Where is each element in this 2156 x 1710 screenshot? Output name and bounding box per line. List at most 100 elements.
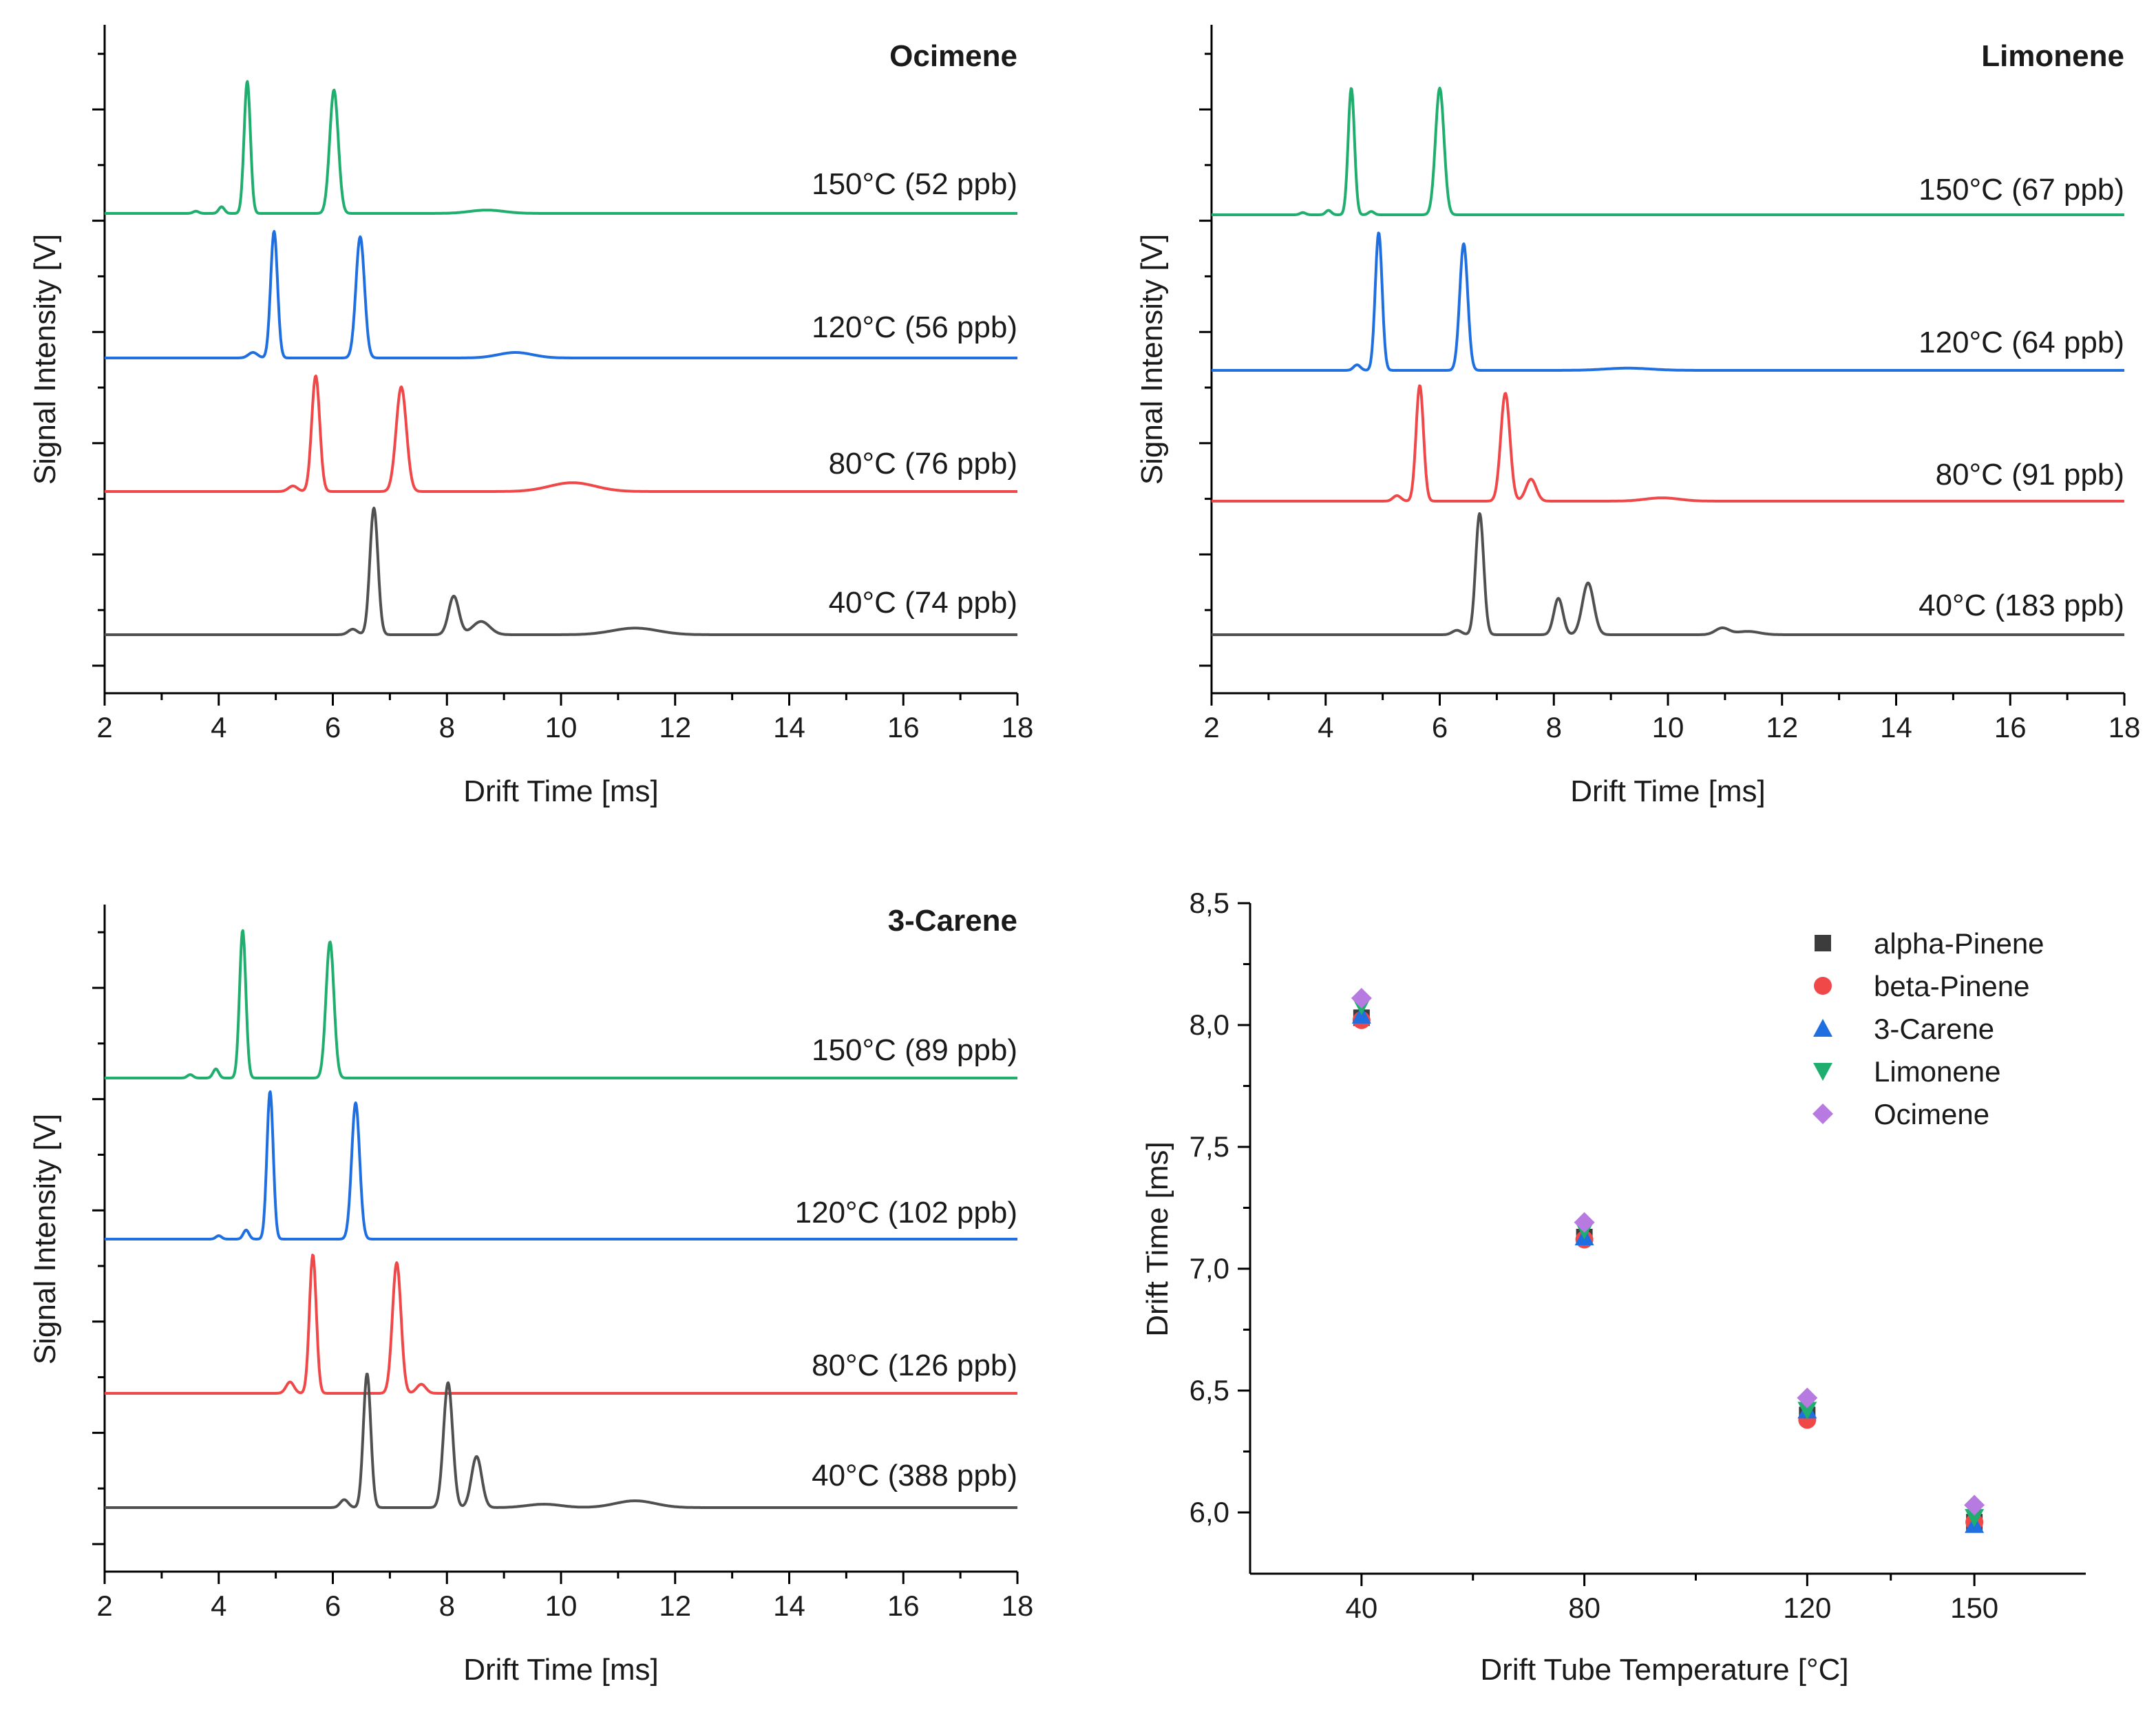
carene-trace-label-150: 150°C (89 ppb): [812, 1033, 1017, 1067]
scatter-x-axis-title: Drift Tube Temperature [°C]: [1480, 1653, 1848, 1687]
ocimene-x-tick-label: 10: [545, 711, 578, 743]
ocimene-trace-label-80: 80°C (76 ppb): [829, 447, 1017, 481]
limonene-x-tick-label: 12: [1766, 711, 1798, 743]
legend-marker-square: [1815, 935, 1831, 951]
ocimene-trace-label-150: 150°C (52 ppb): [812, 167, 1017, 201]
limonene-y-axis-title: Signal Intensity [V]: [1135, 234, 1169, 485]
legend-marker-circle: [1814, 977, 1832, 995]
scatter-y-tick-label: 6,0: [1190, 1496, 1229, 1528]
carene-x-tick-label: 10: [545, 1590, 578, 1622]
carene-x-axis-title: Drift Time [ms]: [463, 1653, 659, 1687]
scatter-x-tick-label: 80: [1568, 1592, 1600, 1624]
ocimene-x-ticks: 2 4 6 8 10 12 14 16 18: [96, 693, 1033, 743]
legend-label: beta-Pinene: [1874, 970, 2030, 1002]
scatter-point-diamond: [1351, 988, 1372, 1009]
ocimene-trace-label-120: 120°C (56 ppb): [812, 310, 1017, 344]
scatter-point-diamond: [1797, 1387, 1818, 1408]
limonene-trace-80: [1210, 384, 2126, 503]
scatter-y-tick-label: 7,5: [1190, 1130, 1229, 1163]
limonene-trace-120: [1210, 231, 2126, 372]
limonene-x-ticks: 2 4 6 8 10 12 14 16 18: [1203, 693, 2140, 743]
ocimene-x-tick-label: 18: [1002, 711, 1034, 743]
legend-marker-triangle-down: [1813, 1063, 1832, 1081]
scatter-y-tick-label: 7,0: [1190, 1252, 1229, 1285]
ocimene-panel: 2 4 6 8 10 12 14 16 18 Ocimene 150°C (52 ppb) 12…: [28, 25, 1033, 808]
carene-x-ticks: 2 4 6 8 10 12 14 16 18: [96, 1572, 1033, 1622]
carene-x-tick-label: 6: [325, 1590, 341, 1622]
carene-panel: 2 4 6 8 10 12 14 16 18 3-Carene 150°C (89 ppb) 1…: [28, 904, 1033, 1687]
scatter-y-tick-label: 8,5: [1190, 887, 1229, 919]
limonene-x-tick-label: 14: [1880, 711, 1912, 743]
scatter-point-diamond: [1964, 1495, 1985, 1516]
limonene-trace-150: [1210, 87, 2126, 216]
limonene-x-axis-title: Drift Time [ms]: [1570, 774, 1766, 808]
carene-trace-label-120: 120°C (102 ppb): [795, 1196, 1017, 1229]
scatter-point-diamond: [1574, 1212, 1595, 1233]
scatter-point-triangle-down: [1965, 1509, 1985, 1528]
limonene-x-tick-label: 4: [1318, 711, 1333, 743]
limonene-y-ticks: [1199, 52, 1212, 667]
limonene-x-tick-label: 18: [2109, 711, 2141, 743]
ocimene-x-tick-label: 8: [439, 711, 455, 743]
carene-trace-80: [103, 1254, 1019, 1395]
limonene-trace-label-150: 150°C (67 ppb): [1919, 173, 2124, 207]
carene-trace-120: [103, 1090, 1019, 1241]
ocimene-y-axis-title: Signal Intensity [V]: [28, 234, 62, 485]
ocimene-trace-40: [103, 507, 1019, 636]
scatter-y-tick-label: 6,5: [1190, 1374, 1229, 1406]
scatter-x-tick-label: 40: [1346, 1592, 1378, 1624]
limonene-trace-40: [1210, 512, 2126, 636]
scatter-points: [1351, 988, 1985, 1533]
legend-label: Ocimene: [1874, 1098, 1989, 1130]
limonene-title: Limonene: [1981, 39, 2124, 73]
ocimene-x-tick-label: 16: [887, 711, 920, 743]
limonene-trace-label-120: 120°C (64 ppb): [1919, 326, 2124, 359]
limonene-x-tick-label: 2: [1203, 711, 1219, 743]
carene-y-axis-title: Signal Intensity [V]: [28, 1114, 62, 1364]
ocimene-traces: [103, 80, 1019, 636]
limonene-traces: [1210, 87, 2126, 636]
limonene-x-tick-label: 6: [1432, 711, 1448, 743]
ocimene-title: Ocimene: [889, 39, 1017, 73]
ocimene-x-tick-label: 2: [96, 711, 112, 743]
ocimene-trace-150: [103, 80, 1019, 215]
carene-trace-150: [103, 929, 1019, 1079]
carene-trace-label-80: 80°C (126 ppb): [812, 1349, 1017, 1382]
ocimene-x-tick-label: 4: [211, 711, 226, 743]
carene-x-tick-label: 14: [773, 1590, 805, 1622]
ocimene-trace-120: [103, 230, 1019, 359]
legend-label: alpha-Pinene: [1874, 927, 2044, 960]
carene-x-tick-label: 4: [211, 1590, 226, 1622]
carene-x-tick-label: 12: [659, 1590, 691, 1622]
carene-x-tick-label: 16: [887, 1590, 920, 1622]
carene-x-tick-label: 8: [439, 1590, 455, 1622]
limonene-x-tick-label: 8: [1546, 711, 1562, 743]
carene-x-tick-label: 2: [96, 1590, 112, 1622]
ocimene-trace-label-40: 40°C (74 ppb): [829, 586, 1017, 620]
legend-label: 3-Carene: [1874, 1013, 1994, 1045]
ocimene-y-ticks: [92, 52, 105, 667]
scatter-x-tick-label: 120: [1783, 1592, 1831, 1624]
scatter-point-triangle-down: [1797, 1402, 1817, 1420]
scatter-legend: alpha-Pinene beta-Pinene 3-Carene Limonene O…: [1812, 927, 2044, 1130]
scatter-y-tick-label: 8,0: [1190, 1009, 1229, 1041]
ocimene-x-tick-label: 14: [773, 711, 805, 743]
carene-trace-40: [103, 1373, 1019, 1509]
drift-time-scatter-panel: 40 80 120 150 6,0 6,5 7,0 7,5 8,0 8,5 alpha-Pine…: [1141, 887, 2086, 1687]
scatter-x-tick-label: 150: [1950, 1592, 1998, 1624]
carene-y-ticks: [92, 931, 105, 1545]
legend-label: Limonene: [1874, 1055, 2000, 1088]
carene-traces: [103, 929, 1019, 1509]
limonene-trace-label-40: 40°C (183 ppb): [1919, 589, 2124, 622]
legend-marker-triangle-up: [1813, 1019, 1832, 1037]
ocimene-x-axis-title: Drift Time [ms]: [463, 774, 659, 808]
ocimene-x-tick-label: 12: [659, 711, 691, 743]
scatter-y-axis-title: Drift Time [ms]: [1141, 1141, 1174, 1337]
carene-trace-label-40: 40°C (388 ppb): [812, 1459, 1017, 1492]
limonene-trace-label-80: 80°C (91 ppb): [1936, 458, 2124, 492]
legend-marker-diamond: [1812, 1104, 1833, 1124]
scatter-x-ticks: 40 80 120 150: [1346, 1574, 1998, 1624]
limonene-x-tick-label: 16: [1994, 711, 2027, 743]
